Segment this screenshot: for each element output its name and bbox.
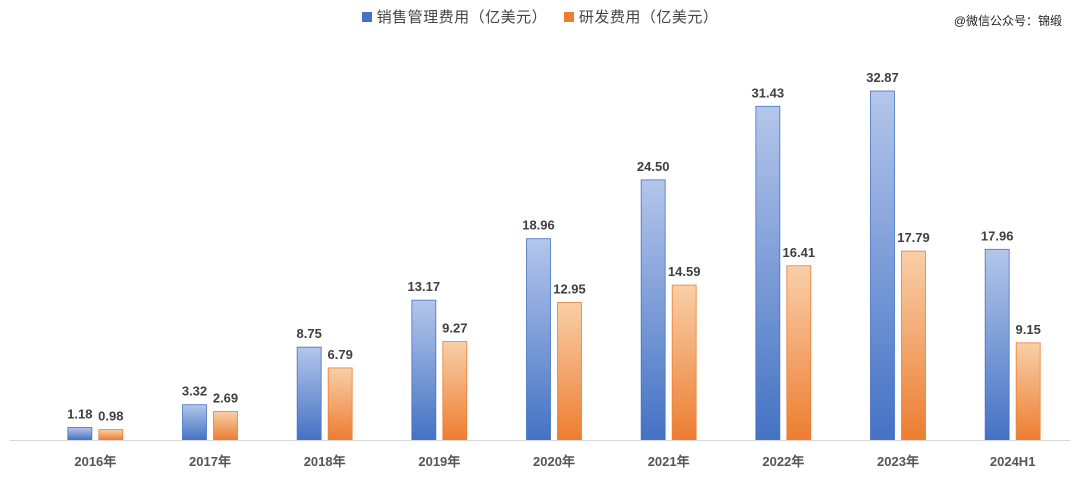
bar-rd-0 (98, 429, 124, 441)
value-label-sales-1: 3.32 (182, 384, 207, 399)
value-label-rd-8: 9.15 (1016, 322, 1041, 337)
bar-rd-5 (671, 284, 697, 441)
category-label-6: 2022年 (762, 454, 804, 469)
legend-swatch-rd (563, 11, 574, 22)
category-label-4: 2020年 (533, 454, 575, 469)
bar-rd-3 (442, 341, 468, 441)
value-label-rd-3: 9.27 (442, 321, 467, 336)
bar-rd-2 (327, 367, 353, 441)
bar-sales-5 (640, 179, 666, 441)
bar-sales-8 (984, 248, 1010, 441)
legend-item-rd: 研发费用（亿美元） (563, 6, 719, 27)
value-label-rd-6: 16.41 (783, 245, 816, 260)
value-label-sales-6: 31.43 (752, 85, 785, 100)
category-label-5: 2021年 (648, 454, 690, 469)
bar-sales-2 (296, 346, 322, 441)
value-label-sales-5: 24.50 (637, 159, 670, 174)
category-label-2: 2018年 (304, 454, 346, 469)
value-label-sales-3: 13.17 (408, 279, 441, 294)
value-label-rd-4: 12.95 (553, 282, 586, 297)
value-label-sales-2: 8.75 (297, 326, 322, 341)
bars-group (67, 90, 1041, 441)
chart-legend: 销售管理费用（亿美元） 研发费用（亿美元） (0, 6, 1080, 27)
value-label-rd-7: 17.79 (897, 230, 930, 245)
value-label-sales-7: 32.87 (866, 70, 899, 85)
value-labels-group: 1.18 0.98 3.32 2.69 8.75 6.79 13.17 9.27 18.96 12… (67, 70, 1041, 424)
value-label-rd-1: 2.69 (213, 390, 238, 405)
watermark: @微信公众号：锦缎 (953, 14, 1062, 28)
bar-sales-1 (182, 404, 207, 441)
bar-sales-7 (870, 90, 895, 441)
category-label-8: 2024H1 (990, 454, 1036, 469)
bar-rd-7 (901, 250, 926, 441)
category-label-1: 2017年 (189, 454, 231, 469)
value-label-sales-4: 18.96 (522, 218, 555, 233)
value-label-sales-0: 1.18 (67, 406, 92, 421)
bar-rd-4 (557, 302, 582, 441)
bar-sales-4 (526, 238, 551, 441)
value-label-sales-8: 17.96 (981, 228, 1014, 243)
category-label-3: 2019年 (418, 454, 460, 469)
category-label-7: 2023年 (877, 454, 919, 469)
bar-rd-1 (213, 411, 238, 441)
legend-label-sales: 销售管理费用（亿美元） (376, 9, 548, 26)
legend-item-sales: 销售管理费用（亿美元） (361, 6, 548, 27)
value-label-rd-0: 0.98 (98, 409, 123, 424)
category-label-0: 2016年 (74, 454, 116, 469)
bar-sales-3 (411, 299, 437, 441)
legend-label-rd: 研发费用（亿美元） (578, 9, 719, 26)
bar-sales-6 (755, 105, 781, 441)
bar-rd-8 (1015, 342, 1041, 441)
legend-swatch-sales (361, 11, 372, 22)
value-label-rd-5: 14.59 (668, 264, 701, 279)
category-labels-group: 2016年 2017年 2018年 2019年 2020年 2021年 2022年 2023年… (74, 454, 1035, 469)
bar-rd-6 (786, 265, 812, 441)
bar-sales-0 (67, 427, 93, 441)
value-label-rd-2: 6.79 (328, 347, 353, 362)
